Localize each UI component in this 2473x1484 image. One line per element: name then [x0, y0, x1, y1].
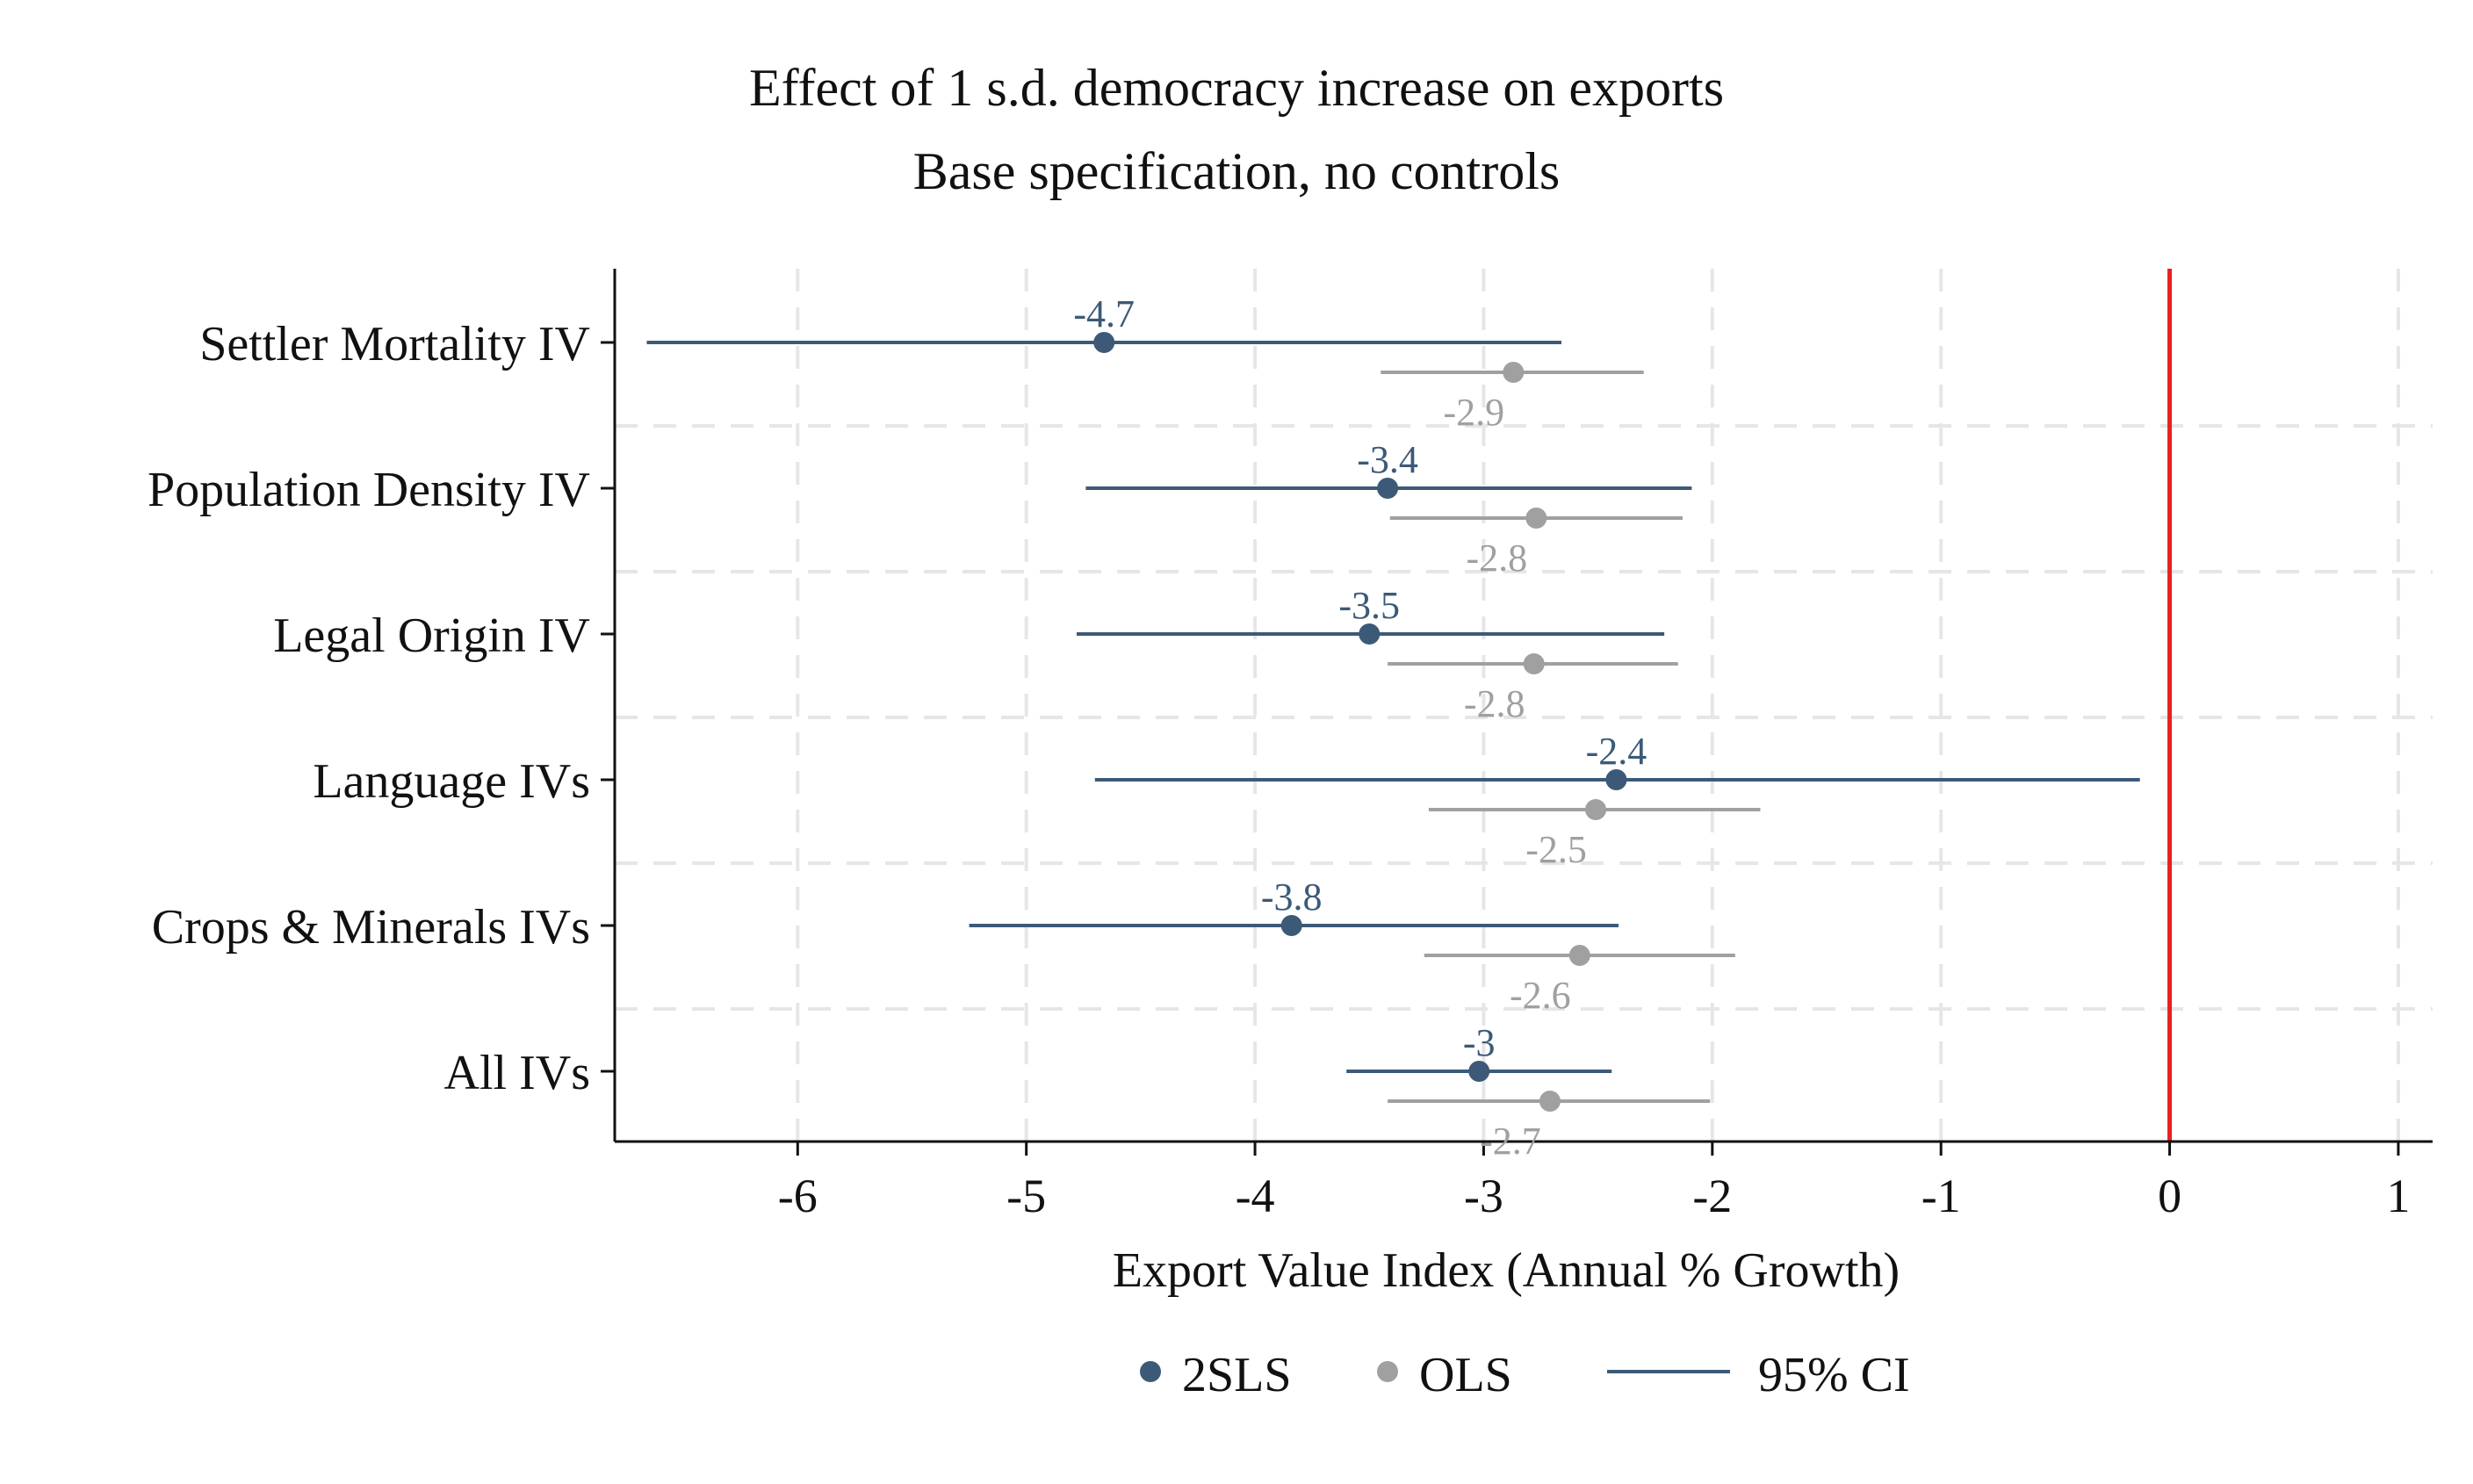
ols-value-label: -2.9 [1443, 391, 1504, 434]
2sls-value-label: -3.8 [1261, 875, 1323, 918]
ols-point [1585, 799, 1607, 820]
x-tick-label: -4 [1236, 1170, 1275, 1222]
ols-value-label: -2.8 [1464, 682, 1525, 725]
y-category-label: Population Density IV [148, 463, 590, 517]
legend-label: 2SLS [1182, 1348, 1292, 1402]
2sls-point [1093, 332, 1115, 353]
2sls-value-label: -3.5 [1338, 584, 1400, 627]
2sls-point [1359, 623, 1381, 645]
y-category-label: Legal Origin IV [273, 609, 590, 663]
2sls-point [1605, 769, 1627, 790]
x-tick-label: 0 [2158, 1170, 2181, 1222]
x-axis-title: Export Value Index (Annual % Growth) [1113, 1243, 1900, 1298]
y-category-label: Settler Mortality IV [199, 317, 590, 371]
x-tick-label: -6 [778, 1170, 818, 1222]
2sls-value-label: -3 [1463, 1021, 1496, 1064]
legend-marker-2sls [1140, 1361, 1161, 1382]
x-tick-label: -3 [1464, 1170, 1503, 1222]
ols-point [1568, 945, 1590, 966]
y-category-label: Crops & Minerals IVs [152, 900, 590, 955]
legend-label: 95% CI [1758, 1348, 1910, 1402]
x-tick-label: -5 [1006, 1170, 1046, 1222]
legend-marker-ols [1377, 1361, 1398, 1382]
ols-value-label: -2.7 [1480, 1120, 1541, 1163]
x-tick-label: 1 [2386, 1170, 2410, 1222]
2sls-value-label: -3.4 [1357, 438, 1418, 481]
x-tick-label: -2 [1692, 1170, 1732, 1222]
y-category-label: Language IVs [313, 754, 590, 809]
2sls-point [1280, 915, 1302, 936]
chart-subtitle: Base specification, no controls [912, 142, 1561, 200]
ols-value-label: -2.5 [1525, 828, 1587, 871]
chart-title: Effect of 1 s.d. democracy increase on e… [748, 59, 1725, 117]
2sls-value-label: -2.4 [1586, 730, 1647, 773]
ols-point [1503, 362, 1525, 383]
ols-value-label: -2.8 [1466, 537, 1527, 580]
ols-point [1525, 508, 1547, 529]
ols-value-label: -2.6 [1510, 974, 1571, 1017]
2sls-point [1377, 478, 1399, 499]
x-tick-label: -1 [1921, 1170, 1961, 1222]
legend-label: OLS [1419, 1348, 1512, 1402]
ols-point [1523, 653, 1545, 674]
ols-point [1539, 1091, 1561, 1112]
2sls-point [1468, 1061, 1490, 1082]
y-category-label: All IVs [444, 1046, 590, 1100]
2sls-value-label: -4.7 [1073, 292, 1135, 335]
